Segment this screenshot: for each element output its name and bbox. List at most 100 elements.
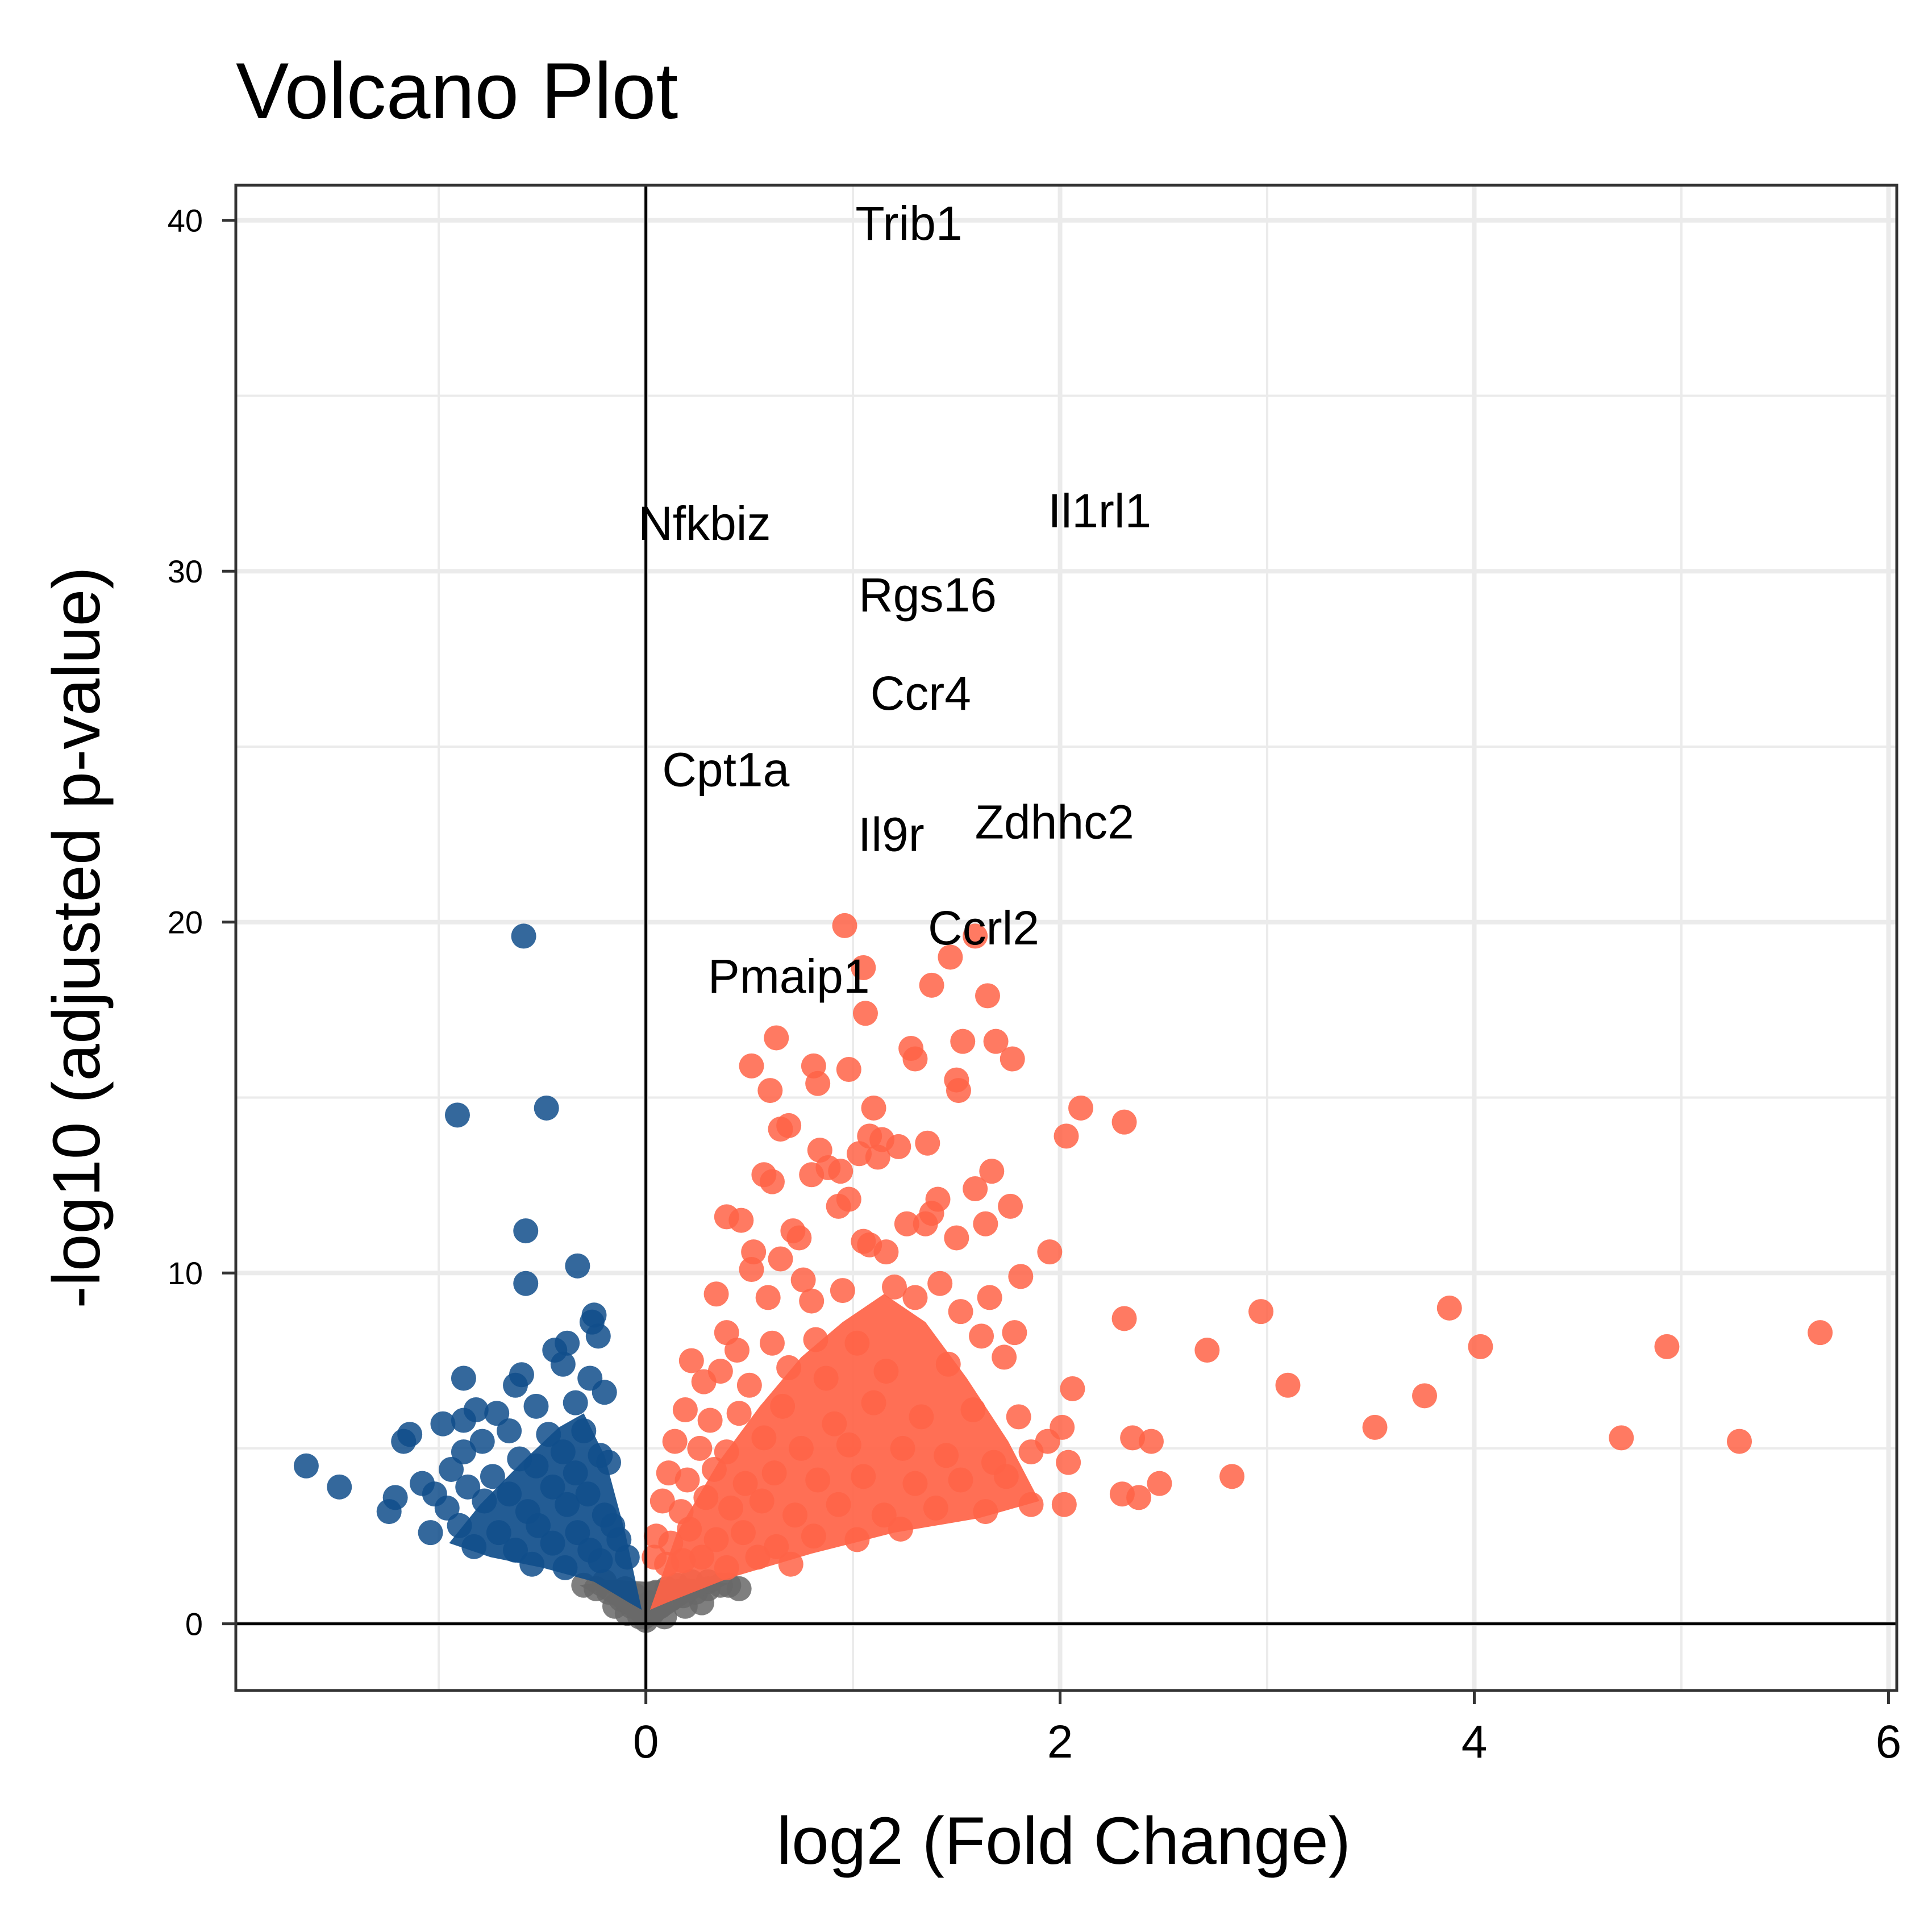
up-point <box>703 1281 729 1307</box>
up-point <box>786 1225 812 1251</box>
down-point <box>418 1520 443 1546</box>
down-point <box>503 1372 528 1398</box>
down-point <box>430 1411 456 1436</box>
gene-label-il1rl1: Il1rl1 <box>1048 484 1151 538</box>
y-tick-label: 0 <box>185 1606 203 1642</box>
up-point <box>1000 1046 1025 1072</box>
up-point <box>913 1211 938 1236</box>
y-tick-label: 10 <box>168 1255 203 1291</box>
down-point <box>534 1095 559 1121</box>
down-density-cloud <box>449 1413 642 1610</box>
x-tick-label: 6 <box>1876 1716 1902 1768</box>
panel-border <box>234 184 1898 1692</box>
up-point <box>938 944 963 970</box>
up-point <box>697 1408 723 1433</box>
up-point <box>687 1435 713 1461</box>
down-point <box>439 1456 464 1482</box>
up-point <box>739 1053 764 1079</box>
gene-label-ccr4: Ccr4 <box>871 667 971 720</box>
gene-labels: Trib1 Il1rl1 Nfkbiz Rgs16 Ccr4 Zdhhc2 Il9r Cpt1… <box>638 197 1151 1003</box>
up-point <box>757 1078 783 1104</box>
up-point <box>963 923 988 949</box>
up-point <box>1111 1109 1137 1135</box>
up-point <box>678 1348 704 1373</box>
down-point <box>391 1429 417 1454</box>
up-point <box>851 955 876 980</box>
up-point <box>902 1046 928 1072</box>
up-points <box>642 913 1833 1610</box>
up-point <box>873 1239 899 1265</box>
up-point <box>902 1285 928 1310</box>
up-point <box>1194 1338 1220 1363</box>
up-point <box>790 1267 816 1293</box>
up-point <box>881 1274 907 1300</box>
gene-label-zdhhc2: Zdhhc2 <box>975 795 1134 848</box>
up-point <box>759 1169 785 1194</box>
x-tick-label: 2 <box>1047 1716 1073 1768</box>
down-point <box>451 1439 476 1465</box>
down-point <box>469 1429 495 1454</box>
up-point <box>886 1134 911 1159</box>
up-point <box>1111 1306 1137 1331</box>
y-axis-title: -log10 (adjusted p-value) <box>39 567 114 1308</box>
up-point <box>826 1193 851 1219</box>
x-axis-title: log2 (Fold Change) <box>777 1804 1351 1879</box>
down-point <box>523 1393 549 1419</box>
down-point <box>434 1495 460 1521</box>
gene-label-nfkbiz: Nfkbiz <box>638 497 771 550</box>
up-point <box>946 1078 971 1104</box>
down-point <box>513 1218 539 1244</box>
x-tick-label: 4 <box>1462 1716 1488 1768</box>
up-point <box>975 983 1001 1009</box>
y-tick-label: 40 <box>168 203 203 239</box>
up-point <box>969 1323 994 1349</box>
up-point <box>832 913 857 938</box>
up-point <box>672 1397 698 1423</box>
up-point <box>1138 1429 1164 1454</box>
up-point <box>764 1025 789 1051</box>
gene-label-rgs16: Rgs16 <box>859 568 997 622</box>
up-point <box>799 1288 825 1314</box>
up-point <box>979 1159 1005 1184</box>
up-point <box>977 1285 1002 1310</box>
down-point <box>444 1102 470 1128</box>
down-point <box>585 1323 611 1349</box>
up-density-cloud <box>649 1294 1040 1610</box>
up-point <box>805 1071 831 1096</box>
down-point <box>293 1453 319 1479</box>
up-point <box>768 1117 793 1142</box>
up-point <box>1006 1404 1031 1430</box>
down-point <box>497 1418 522 1444</box>
up-point <box>1727 1429 1752 1454</box>
down-point <box>451 1365 476 1391</box>
up-point <box>1037 1239 1063 1265</box>
up-point <box>759 1330 785 1356</box>
up-point <box>983 1029 1009 1054</box>
up-point <box>973 1211 998 1236</box>
down-points <box>293 923 642 1610</box>
gene-label-trib1: Trib1 <box>855 197 962 250</box>
x-axis: 0 2 4 6 <box>633 1690 1901 1768</box>
up-point <box>919 972 944 998</box>
up-point <box>1248 1299 1274 1325</box>
gene-label-cpt1a: Cpt1a <box>662 743 789 796</box>
down-point <box>376 1499 402 1525</box>
y-tick-label: 30 <box>168 553 203 589</box>
gene-label-pmaip1: Pmaip1 <box>708 950 870 1003</box>
up-point <box>1018 1439 1044 1465</box>
up-point <box>1068 1095 1094 1121</box>
up-point <box>691 1369 717 1394</box>
up-point <box>915 1130 940 1156</box>
chart-title: Volcano Plot <box>236 46 678 135</box>
ns-point <box>726 1576 752 1601</box>
up-point <box>998 1193 1023 1219</box>
down-point <box>455 1474 481 1500</box>
up-point <box>1056 1450 1081 1475</box>
down-point <box>563 1390 588 1415</box>
up-point <box>836 1057 861 1082</box>
up-point <box>894 1211 919 1236</box>
up-point <box>1808 1320 1833 1346</box>
up-point <box>768 1246 793 1272</box>
up-point <box>1609 1425 1634 1451</box>
